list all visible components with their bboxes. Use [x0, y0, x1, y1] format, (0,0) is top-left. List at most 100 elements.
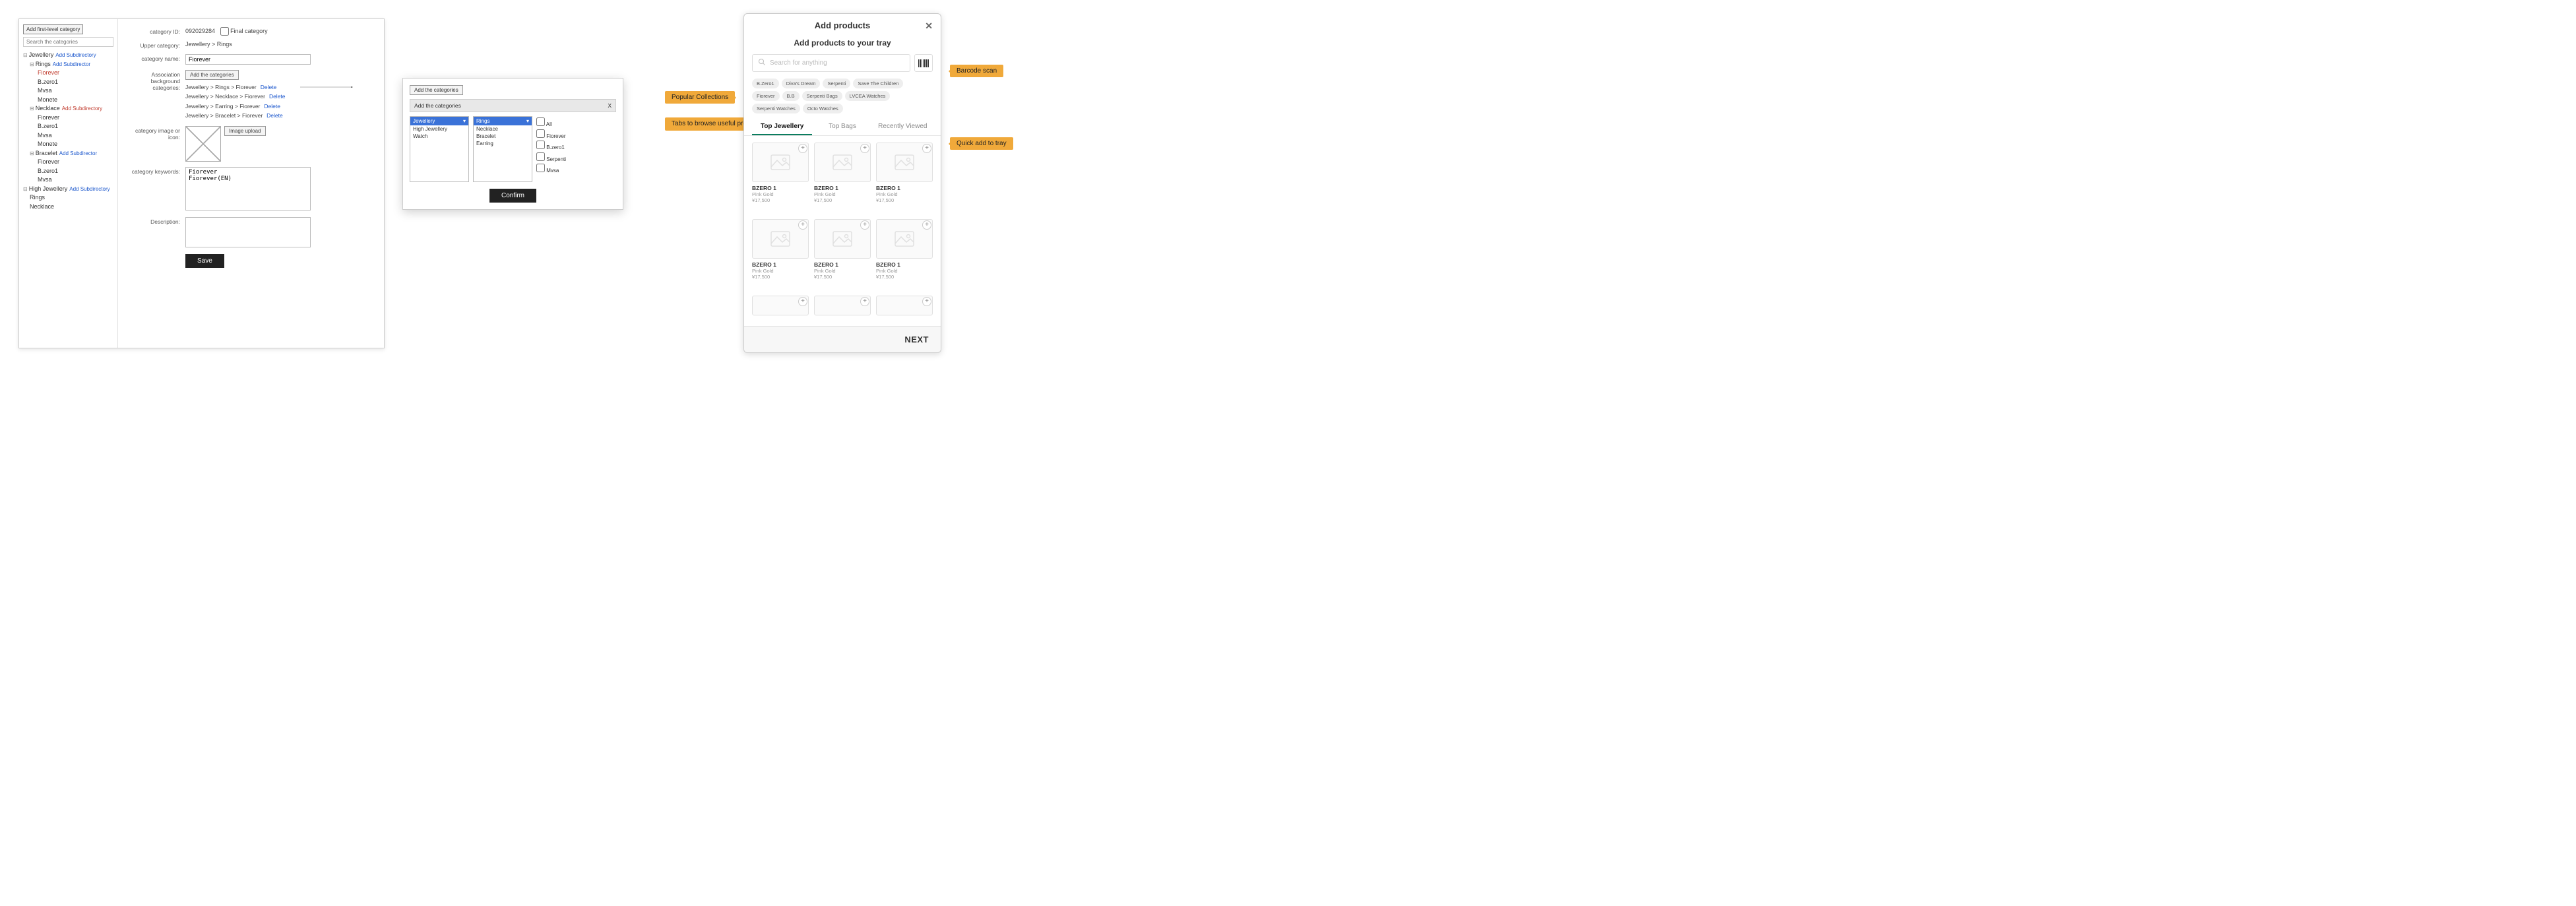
collection-chip[interactable]: LVCEA Watches — [845, 91, 891, 101]
tree-node-jewellery[interactable]: Jewellery — [29, 51, 54, 58]
product-material: Pink Gold — [876, 191, 933, 197]
quick-add-button[interactable]: + — [922, 220, 931, 230]
delete-link[interactable]: Delete — [269, 93, 286, 100]
add-sub-link[interactable]: Add Subdirector — [53, 61, 90, 67]
tree-node[interactable]: Fiorever — [38, 114, 59, 121]
add-sub-link[interactable]: Add Subdirector — [59, 150, 97, 156]
tree-node[interactable]: B.zero1 — [38, 123, 58, 129]
description-textarea[interactable] — [185, 217, 311, 247]
listbox-level2[interactable]: Rings▾ Necklace Bracelet Earring — [473, 116, 532, 182]
product-card[interactable]: + BZERO 1 Pink Gold ¥17,500 — [752, 219, 809, 290]
image-upload-button[interactable]: Image upload — [224, 126, 265, 136]
product-card[interactable]: + — [814, 296, 871, 326]
label-upper-category: Upper category: — [127, 41, 185, 49]
collection-chip[interactable]: Serpenti Watches — [752, 104, 800, 113]
product-card[interactable]: + BZERO 1 Pink Gold ¥17,500 — [814, 143, 871, 214]
list-item[interactable]: High Jewellery — [410, 125, 468, 133]
barcode-scan-button[interactable] — [914, 54, 933, 72]
collection-chip[interactable]: Octo Watches — [803, 104, 843, 113]
delete-link[interactable]: Delete — [267, 112, 283, 119]
mobile-title: Add products — [815, 20, 871, 30]
tree-node-high-jewellery[interactable]: High Jewellery — [29, 185, 68, 192]
tab-top-bags[interactable]: Top Bags — [812, 119, 872, 135]
collection-chip[interactable]: Serpenti Bags — [802, 91, 842, 101]
save-button[interactable]: Save — [185, 254, 224, 268]
collection-chip[interactable]: Fiorever — [752, 91, 780, 101]
add-categories-button[interactable]: Add the categories — [185, 70, 239, 80]
add-sub-link[interactable]: Add Subdirectory — [69, 186, 110, 192]
tree-node[interactable]: Fiorever — [38, 158, 59, 165]
list-item[interactable]: Bracelet — [474, 133, 532, 140]
image-placeholder — [185, 126, 221, 162]
list-item[interactable]: Necklace — [474, 125, 532, 133]
check-item[interactable] — [536, 129, 545, 138]
add-sub-link[interactable]: Add Subdirectory — [62, 106, 102, 112]
category-name-input[interactable] — [185, 54, 311, 65]
tree-node-mvsa[interactable]: Mvsa — [38, 87, 52, 94]
tree-node[interactable]: Mvsa — [38, 176, 52, 183]
product-card[interactable]: + BZERO 1 Pink Gold ¥17,500 — [876, 143, 933, 214]
tree-node-bracelet[interactable]: Bracelet — [36, 150, 57, 156]
quick-add-button[interactable]: + — [922, 144, 931, 153]
popup-close-icon[interactable]: X — [608, 102, 612, 109]
quick-add-button[interactable]: + — [798, 144, 807, 153]
tree-node[interactable]: Rings — [30, 194, 45, 201]
chip-row: B.Zero1 Diva's Dream Serpenti Save The C… — [744, 79, 941, 119]
quick-add-button[interactable]: + — [860, 297, 869, 306]
confirm-button[interactable]: Confirm — [489, 189, 536, 203]
keywords-textarea[interactable]: Fiorever Fiorever(EN) — [185, 167, 311, 210]
popup-title: Add the categories — [414, 102, 461, 109]
quick-add-button[interactable]: + — [860, 144, 869, 153]
tree-node[interactable]: B.zero1 — [38, 168, 58, 174]
close-icon[interactable]: ✕ — [925, 20, 933, 32]
listbox-level1[interactable]: Jewellery▾ High Jewellery Watch — [410, 116, 469, 182]
category-tree: ⊟JewelleryAdd Subdirectory ⊟RingsAdd Sub… — [23, 51, 113, 211]
search-input[interactable]: Search for anything — [752, 54, 910, 72]
tree-node-bzero1[interactable]: B.zero1 — [38, 79, 58, 85]
tree-node[interactable]: Mvsa — [38, 132, 52, 139]
add-first-level-button[interactable]: Add first-level category — [23, 24, 83, 34]
collection-chip[interactable]: B.Zero1 — [752, 79, 779, 88]
collection-chip[interactable]: Save The Children — [853, 79, 903, 88]
search-categories-input[interactable] — [23, 37, 113, 47]
tree-node-rings[interactable]: Rings — [36, 61, 51, 67]
product-price: ¥17,500 — [752, 197, 809, 203]
next-button[interactable]: NEXT — [744, 326, 941, 352]
collection-chip[interactable]: Serpenti — [823, 79, 850, 88]
add-sub-link[interactable]: Add Subdirectory — [55, 52, 96, 58]
list-item[interactable]: Watch — [410, 133, 468, 140]
product-card[interactable]: + BZERO 1 Pink Gold ¥17,500 — [814, 219, 871, 290]
product-card[interactable]: + — [876, 296, 933, 326]
check-item[interactable] — [536, 164, 545, 172]
tree-node-fiorever[interactable]: Fiorever — [38, 69, 59, 76]
check-item[interactable] — [536, 152, 545, 161]
quick-add-button[interactable]: + — [798, 220, 807, 230]
tree-node-necklace[interactable]: Necklace — [36, 105, 60, 112]
tree-node-monete[interactable]: Monete — [38, 96, 57, 103]
product-price: ¥17,500 — [814, 197, 871, 203]
list-item[interactable]: Earring — [474, 140, 532, 147]
delete-link[interactable]: Delete — [264, 103, 280, 110]
tab-top-jewellery[interactable]: Top Jewellery — [752, 119, 812, 135]
tab-recently-viewed[interactable]: Recently Viewed — [873, 119, 933, 135]
quick-add-button[interactable]: + — [922, 297, 931, 306]
popup-add-categories-button[interactable]: Add the categories — [410, 85, 463, 95]
callout-popular-collections: Popular Collections — [665, 91, 735, 104]
product-card[interactable]: + — [752, 296, 809, 326]
check-all[interactable] — [536, 117, 545, 126]
final-category-checkbox[interactable] — [220, 27, 229, 36]
check-item[interactable] — [536, 141, 545, 149]
quick-add-button[interactable]: + — [798, 297, 807, 306]
collection-chip[interactable]: Diva's Dream — [782, 79, 821, 88]
product-card[interactable]: + BZERO 1 Pink Gold ¥17,500 — [876, 219, 933, 290]
label-association: Association background categories: — [127, 70, 185, 91]
quick-add-button[interactable]: + — [860, 220, 869, 230]
product-card[interactable]: + BZERO 1 Pink Gold ¥17,500 — [752, 143, 809, 214]
tree-node[interactable]: Monete — [38, 141, 57, 147]
product-grid: + BZERO 1 Pink Gold ¥17,500 + BZERO 1 Pi… — [744, 136, 941, 326]
product-material: Pink Gold — [752, 268, 809, 274]
collection-chip[interactable]: B.B — [782, 91, 800, 101]
label-category-id: category ID: — [127, 27, 185, 35]
label-keywords: category keywords: — [127, 167, 185, 175]
tree-node[interactable]: Necklace — [30, 203, 54, 210]
